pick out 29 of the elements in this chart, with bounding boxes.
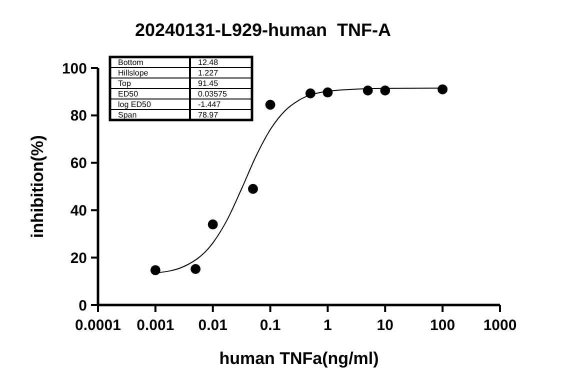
annotation: 0.03575 [198,90,228,99]
annotation: log ED50 [118,100,152,110]
annotation: 78.97 [198,110,219,120]
annotation: 91.45 [198,79,219,88]
x-tick-label: 1000 [483,317,517,334]
y-tick-label: 40 [70,202,87,220]
x-tick-label: 10 [376,317,394,334]
y-tick-label: 20 [70,250,87,267]
annotation: Span [118,110,137,120]
x-tick-label: 0.0001 [75,317,121,334]
y-tick-label: 80 [70,108,87,125]
annotation: -1.447 [198,100,222,110]
annotation: Top [118,79,132,88]
y-tick-label: 100 [62,60,87,78]
annotation: 1.227 [198,68,219,78]
chart-title: 20240131-L929-human TNF-A [134,20,392,40]
y-tick-label: 60 [70,155,87,172]
x-tick-label: 1 [324,317,332,334]
x-tick-label: 0.001 [136,317,174,334]
annotation: Hillslope [118,68,149,78]
x-axis-title: human TNFa(ng/ml) [219,349,379,368]
x-tick-label: 100 [430,317,456,334]
y-axis-title: inhibition(%) [28,135,47,238]
y-tick-label: 0 [78,297,87,314]
x-tick-label: 0.1 [260,317,281,334]
text: Bottom [118,58,144,68]
annotation: ED50 [118,90,139,99]
text: 12.48 [198,58,218,68]
x-tick-label: 0.01 [198,317,228,334]
